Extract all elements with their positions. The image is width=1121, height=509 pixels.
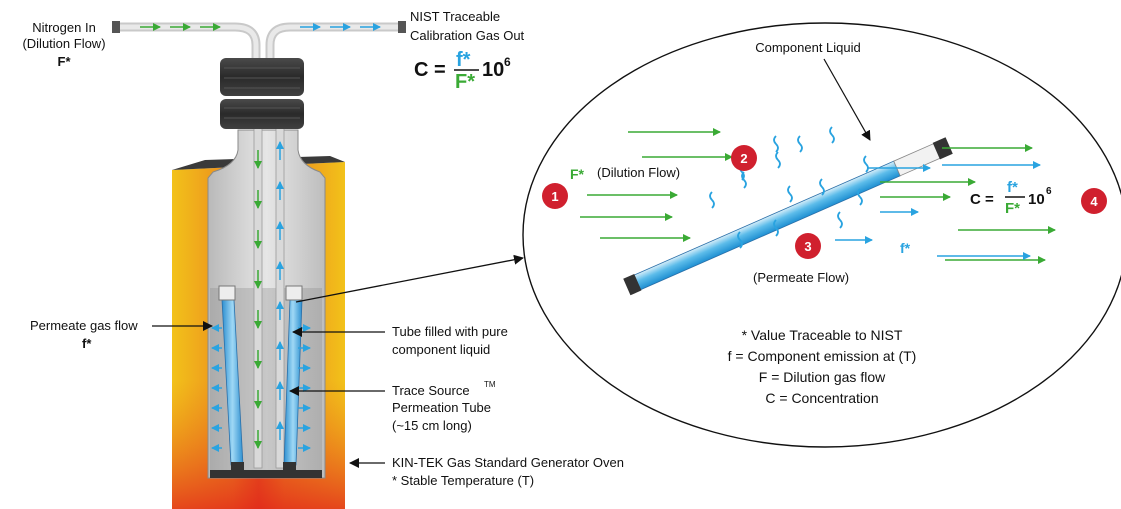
- squiggle: [741, 171, 747, 189]
- legend-notes: * Value Traceable to NIST f = Component …: [728, 327, 917, 406]
- squiggle: [787, 185, 793, 203]
- detail-view: Component Liquid F* (Dilution Flow) (Per…: [522, 22, 1121, 448]
- equation-main-denominator: F*: [455, 71, 475, 93]
- vertical-flow-arrows: [254, 141, 284, 449]
- tube-filled-line2: component liquid: [392, 342, 490, 357]
- step-badge-1: 1: [542, 183, 568, 209]
- tube-filled-label: Tube filled with pure component liquid: [292, 324, 508, 357]
- trace-source-line2: Permeation Tube: [392, 400, 491, 415]
- equation-main-c: C =: [414, 59, 446, 81]
- oven-label: KIN-TEK Gas Standard Generator Oven * St…: [349, 455, 624, 488]
- squiggle: [863, 155, 869, 173]
- component-liquid-pointer: [823, 58, 871, 141]
- gas-out-line1: NIST Traceable: [410, 9, 500, 24]
- permeate-side-arrows: [211, 324, 311, 452]
- step-badge-2: 2: [731, 145, 757, 171]
- detail-permeation-tube: [623, 137, 953, 296]
- trace-source-label: Trace Source TM Permeation Tube (~15 cm …: [289, 380, 496, 433]
- note-line-2: f = Component emission at (T): [728, 348, 917, 364]
- squiggle: [737, 231, 743, 249]
- oven-line1: KIN-TEK Gas Standard Generator Oven: [392, 455, 624, 470]
- equation-detail-exponent: 6: [1046, 186, 1052, 197]
- step-badge-4: 4: [1081, 188, 1107, 214]
- equation-detail-c: C =: [970, 191, 994, 208]
- detail-dilution-f: F*: [570, 166, 585, 182]
- trace-source-line3: (~15 cm long): [392, 418, 472, 433]
- note-line-4: C = Concentration: [765, 390, 878, 406]
- detail-flow-arrows: [580, 128, 1056, 264]
- permeation-tubes: [218, 285, 303, 474]
- trace-source-tm: TM: [484, 380, 496, 389]
- equation-detail-denominator: F*: [1005, 200, 1020, 217]
- equation-main: C = f* F* 10 6: [414, 49, 511, 93]
- permeate-gas-flow-line2: f*: [82, 336, 92, 351]
- squiggle: [797, 135, 803, 153]
- note-line-3: F = Dilution gas flow: [759, 369, 886, 385]
- gas-out-line2: Calibration Gas Out: [410, 28, 525, 43]
- permeation-tube-right: [283, 285, 303, 474]
- squiggle: [837, 211, 843, 229]
- squiggle: [829, 126, 835, 144]
- step-badge-3: 3: [795, 233, 821, 259]
- squiggle: [709, 191, 715, 209]
- note-line-1: * Value Traceable to NIST: [742, 327, 903, 343]
- squiggle: [773, 219, 779, 237]
- squiggle: [819, 178, 825, 196]
- squiggle: [857, 188, 863, 206]
- permeation-tube-left: [218, 285, 244, 474]
- step-badge-4-number: 4: [1090, 194, 1098, 209]
- gas-lines: [112, 21, 406, 58]
- nitrogen-in-line3: F*: [58, 54, 72, 69]
- tube-filled-line1: Tube filled with pure: [392, 324, 508, 339]
- step-badge-2-number: 2: [740, 151, 747, 166]
- cap: [220, 58, 304, 129]
- trace-source-line1: Trace Source: [392, 383, 470, 398]
- permeate-gas-flow-line1: Permeate gas flow: [30, 318, 138, 333]
- nitrogen-in-line1: Nitrogen In: [32, 20, 96, 35]
- component-liquid-label: Component Liquid: [755, 40, 861, 55]
- oven-line2: * Stable Temperature (T): [392, 473, 534, 488]
- step-badge-3-number: 3: [804, 239, 811, 254]
- squiggle: [775, 151, 781, 169]
- gas-out-label: NIST Traceable Calibration Gas Out: [410, 9, 525, 43]
- nitrogen-in-line2: (Dilution Flow): [22, 36, 105, 51]
- permeate-gas-flow-label: Permeate gas flow f*: [30, 318, 213, 351]
- equation-detail: C = f* F* 10 6: [970, 179, 1052, 217]
- permeation-squiggles: [709, 126, 869, 249]
- equation-main-power: 10: [482, 59, 504, 81]
- equation-detail-power: 10: [1028, 191, 1045, 208]
- zoom-connector-arrow: [295, 254, 524, 303]
- equation-main-exponent: 6: [504, 55, 511, 69]
- detail-permeate-flow-label: (Permeate Flow): [753, 270, 849, 285]
- detail-ellipse: [522, 22, 1121, 448]
- equation-main-numerator: f*: [456, 49, 471, 71]
- detail-dilution-flow-label: (Dilution Flow): [597, 165, 680, 180]
- nitrogen-in-label: Nitrogen In (Dilution Flow) F*: [22, 20, 105, 69]
- equation-detail-numerator: f*: [1007, 179, 1018, 196]
- squiggle: [773, 135, 779, 153]
- step-badge-1-number: 1: [551, 189, 558, 204]
- detail-f-star: f*: [900, 240, 911, 256]
